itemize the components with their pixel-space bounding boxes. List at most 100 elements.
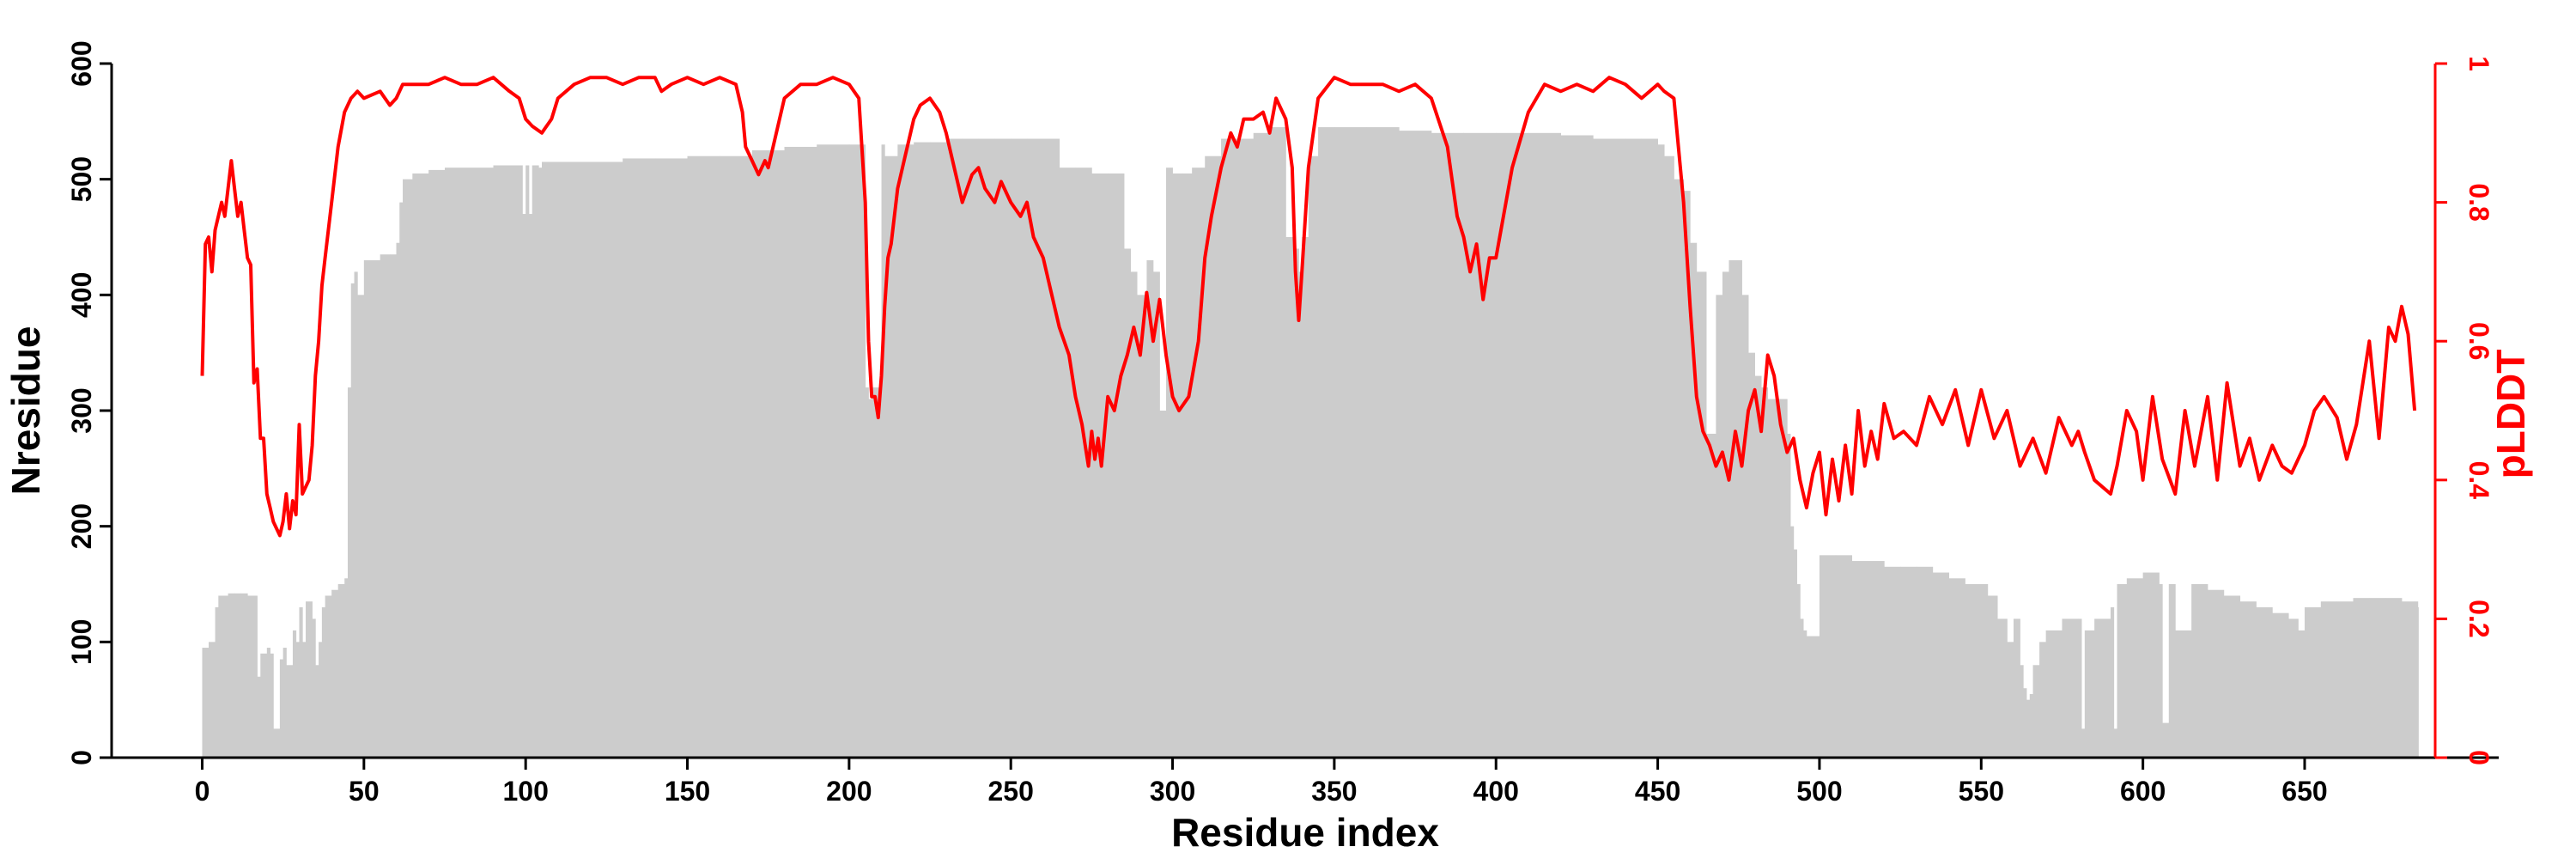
coverage-bar [1075,168,1092,758]
y-left-tick-label: 300 [66,387,97,433]
coverage-bar [460,168,478,758]
y-left-axis-title: Nresidue [3,326,48,496]
coverage-bar [228,593,235,758]
coverage-bar [1295,248,1299,758]
coverage-bar [2045,630,2063,758]
coverage-bar [1981,584,1989,758]
coverage-bar [994,138,1012,758]
coverage-bar [2007,642,2014,758]
coverage-bar [2417,606,2419,758]
coverage-bar [209,642,216,758]
coverage-bar [1152,271,1160,758]
coverage-bar [1664,155,1674,758]
x-tick-label: 550 [1959,776,2004,807]
x-tick-label: 650 [2281,776,2327,807]
coverage-bar [2026,699,2031,758]
coverage-bar [848,144,866,758]
coverage-bar [295,642,300,758]
coverage-bar [1302,237,1309,758]
coverage-bar [2117,584,2128,758]
coverage-bar [354,271,358,758]
coverage-bar [1987,595,1998,758]
coverage-bar [1683,191,1691,758]
coverage-bar [1166,168,1173,758]
coverage-bar [874,387,882,758]
coverage-bar [1124,248,1131,758]
y-left-tick-label: 100 [66,619,97,665]
coverage-bar [331,589,339,758]
coverage-bar [380,254,391,758]
coverage-bar [1997,618,2008,758]
coverage-bar [2207,589,2225,758]
coverage-bar [1793,549,1797,758]
coverage-bar [270,653,274,758]
coverage-bar [283,648,287,758]
y-left-tick-label: 0 [66,750,97,765]
coverage-bar [1269,127,1286,758]
coverage-bar [299,606,303,758]
coverage-bar [2385,598,2403,758]
y-right-tick-label: 0 [2464,750,2494,765]
coverage-bar [1761,387,1769,758]
coverage-bar [2353,598,2370,758]
coverage-bar [2415,601,2419,758]
coverage-bar [389,254,397,758]
coverage-bar [344,578,349,758]
coverage-bar [279,659,284,758]
x-tick-label: 250 [988,776,1034,807]
coverage-bar [687,155,720,758]
coverage-bar [247,595,255,758]
coverage-bar [444,168,462,758]
coverage-bar [2369,598,2386,758]
coverage-bar [1496,132,1529,758]
coverage-bar [542,161,559,758]
coverage-bar [1059,168,1076,758]
coverage-bar [532,165,536,758]
coverage-bar [399,202,404,758]
coverage-bar [1868,561,1885,758]
coverage-bar [1011,138,1028,758]
coverage-bar [1696,271,1707,758]
coverage-bar [2272,612,2289,758]
coverage-bar [2320,601,2338,758]
x-tick-label: 450 [1635,776,1680,807]
coverage-bar [1657,144,1665,758]
coverage-bar [1253,132,1270,758]
coverage-bar [1800,618,1804,758]
coverage-bar [1318,127,1335,758]
coverage-bar [751,150,785,758]
coverage-bar [2081,728,2086,758]
coverage-bar [412,173,429,758]
coverage-bar [260,653,268,758]
coverage-bar [1236,138,1255,758]
y-left-tick-label: 600 [66,40,97,86]
coverage-bar [1728,259,1736,758]
coverage-bar [528,214,533,758]
coverage-bar [2039,642,2047,758]
coverage-bar [2013,618,2020,758]
coverage-bar [337,584,345,758]
y-right-tick-label: 0.6 [2464,322,2494,360]
coverage-bar [978,138,995,758]
coverage-bar [286,665,294,758]
coverage-bar [1593,138,1626,758]
coverage-bar [1399,131,1432,758]
coverage-bar [2110,606,2115,758]
y-left-tick-label: 200 [66,503,97,549]
coverage-bar [2162,722,2170,758]
y-left-tick-label: 500 [66,156,97,202]
coverage-bar [865,387,869,758]
coverage-bar [962,138,979,758]
coverage-bar [720,155,753,758]
coverage-bar [2256,606,2273,758]
coverage-bar [522,214,526,758]
coverage-bar [1308,155,1319,758]
coverage-bar [2304,606,2322,758]
x-tick-label: 350 [1311,776,1357,807]
coverage-bar [2168,584,2176,758]
coverage-bar [1965,584,1982,758]
coverage-bar [1674,179,1685,758]
coverage-bar [2239,601,2257,758]
y-right-axis-title: pLDDT [2488,350,2533,479]
